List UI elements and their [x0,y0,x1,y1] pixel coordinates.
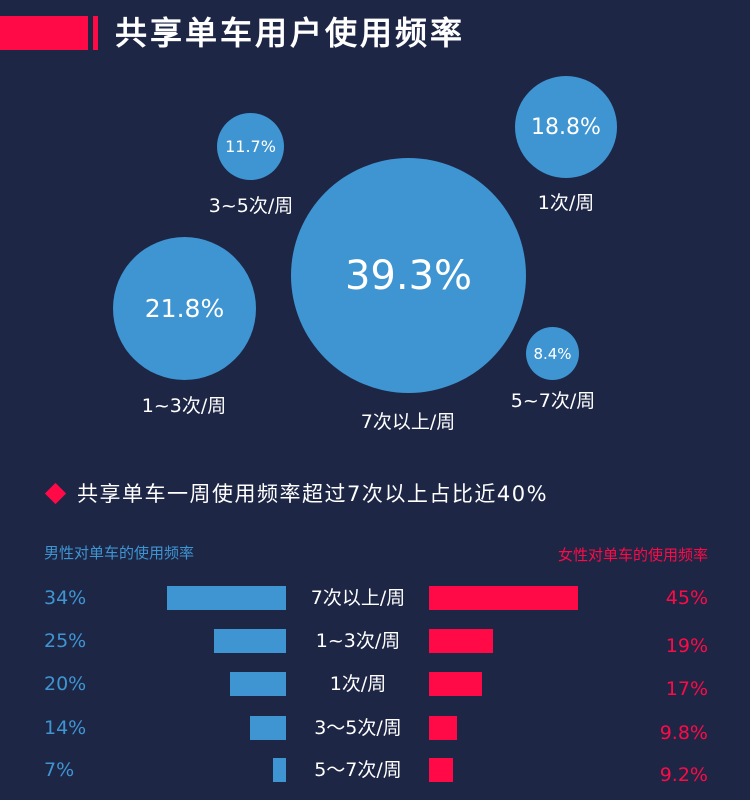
female-bar [429,672,482,696]
bar-row: 25% 1~3次/周 19% [0,629,750,657]
page-title: 共享单车用户使用频率 [115,14,466,52]
bar-row: 20% 1次/周 17% [0,672,750,700]
male-bar [167,586,286,610]
bubble-label: 5~7次/周 [510,390,596,412]
male-value: 14% [44,717,87,739]
male-bar [214,629,286,653]
male-bar [273,758,286,782]
female-value: 45% [665,587,708,609]
male-bar [230,672,286,696]
female-bar [429,629,493,653]
category-label: 1~3次/周 [315,630,401,652]
male-value: 34% [44,587,87,609]
bubble-value: 21.8% [144,294,225,323]
category-label: 1次/周 [329,673,387,695]
female-bar [429,758,453,782]
headline: 共享单车一周使用频率超过7次以上占比近40% [44,478,549,508]
female-value: 9.2% [659,764,708,786]
bar-row: 14% 3～5次/周 9.8% [0,716,750,744]
bubble-5-7-per-week: 8.4% [526,327,579,380]
bubble-label: 7次以上/周 [360,411,456,433]
male-value: 25% [44,630,87,652]
legend-female: 女性对单车的使用频率 [557,546,708,564]
bar-row: 7% 5～7次/周 9.2% [0,758,750,786]
bubble-7-plus-per-week: 39.3% [291,158,526,393]
bubble-label: 1次/周 [537,192,595,214]
bubble-value: 18.8% [531,114,601,140]
female-value: 9.8% [659,722,708,744]
category-label: 7次以上/周 [310,587,406,609]
bubble-1-per-week: 18.8% [515,76,617,178]
male-bar [250,716,286,740]
bubble-label: 1~3次/周 [141,395,227,417]
bubble-3-5-per-week: 11.7% [217,113,284,180]
bubble-value: 39.3% [344,252,473,299]
bubble-1-3-per-week: 21.8% [113,237,256,380]
headline-text: 共享单车一周使用频率超过7次以上占比近40% [77,482,549,506]
female-bar [429,716,457,740]
female-value: 19% [665,635,708,657]
female-value: 17% [665,678,708,700]
female-bar [429,586,578,610]
bubble-value: 8.4% [533,344,572,363]
category-label: 3～5次/周 [314,717,402,739]
title-accent-block [0,16,88,50]
male-value: 20% [44,673,87,695]
diamond-bullet-icon [44,482,67,504]
bar-row: 34% 7次以上/周 45% [0,586,750,610]
title-accent-bar [93,16,98,50]
bubble-value: 11.7% [225,137,276,156]
category-label: 5～7次/周 [314,759,402,781]
male-value: 7% [44,759,75,781]
bubble-label: 3~5次/周 [208,195,294,217]
legend-male: 男性对单车的使用频率 [44,544,195,562]
